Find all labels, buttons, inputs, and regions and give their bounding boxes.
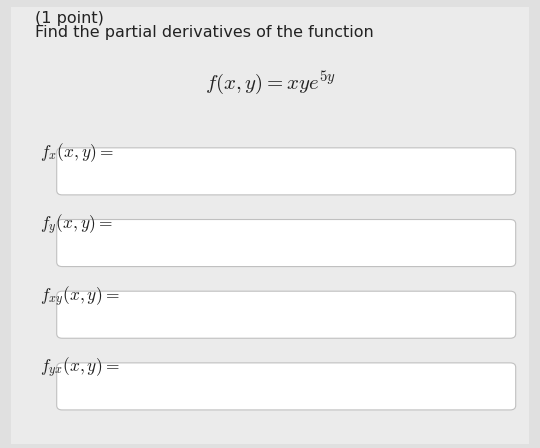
Text: $f_y(x, y) =$: $f_y(x, y) =$ <box>40 213 113 237</box>
Text: $f(x, y) = xye^{5y}$: $f(x, y) = xye^{5y}$ <box>205 69 335 97</box>
Text: $f_{xy}(x, y) =$: $f_{xy}(x, y) =$ <box>40 284 120 309</box>
FancyBboxPatch shape <box>57 363 516 410</box>
FancyBboxPatch shape <box>57 220 516 267</box>
Text: Find the partial derivatives of the function: Find the partial derivatives of the func… <box>35 25 374 39</box>
FancyBboxPatch shape <box>57 148 516 195</box>
Text: $f_{yx}(x, y) =$: $f_{yx}(x, y) =$ <box>40 356 120 380</box>
Text: $f_x(x, y) =$: $f_x(x, y) =$ <box>40 141 114 164</box>
Text: (1 point): (1 point) <box>35 11 104 26</box>
FancyBboxPatch shape <box>11 7 529 444</box>
FancyBboxPatch shape <box>57 291 516 338</box>
